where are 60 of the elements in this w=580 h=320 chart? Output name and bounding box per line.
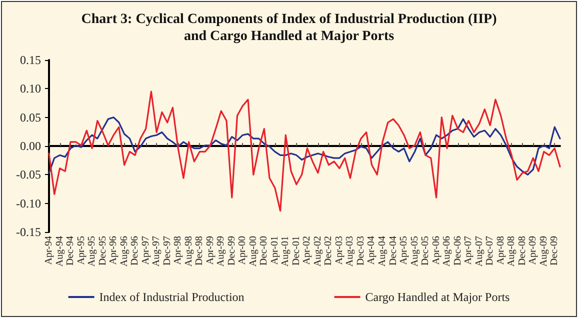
y-tick-label: -0.05 — [16, 168, 41, 182]
x-tick-label: Dec-09 — [549, 236, 560, 266]
x-tick-label: Apr-04 — [366, 236, 378, 265]
x-tick-label: Apr-05 — [398, 236, 410, 265]
y-tick-label: 0.10 — [20, 82, 41, 96]
x-tick-label: Apr-96 — [108, 236, 120, 265]
x-tick-label: Apr-97 — [140, 236, 152, 265]
x-tick-label: Apr-98 — [172, 236, 184, 265]
x-tick-label: Aug-05 — [409, 236, 420, 267]
x-tick-label: Aug-00 — [248, 236, 259, 267]
x-tick-label: Dec-08 — [516, 236, 528, 266]
line-series — [48, 116, 561, 176]
x-tick-label: Apr-94 — [44, 236, 54, 265]
x-tick-label: Dec-99 — [226, 236, 238, 266]
y-tick-label: -0.15 — [16, 225, 41, 239]
x-tick-label: Aug-06 — [442, 236, 453, 267]
x-tick-label: Aug-95 — [86, 236, 98, 267]
y-tick-label: 0.05 — [20, 110, 41, 124]
x-tick-label: Dec-05 — [420, 236, 432, 266]
x-tick-label: Dec-03 — [355, 236, 366, 266]
x-tick-label: Aug-01 — [280, 236, 292, 267]
x-tick-label: Apr-08 — [495, 236, 506, 265]
x-tick-label: Dec-97 — [162, 236, 173, 266]
x-tick-label: Apr-95 — [76, 236, 87, 265]
x-tick-label: Aug-03 — [344, 236, 356, 267]
x-tick-label: Aug-96 — [118, 236, 130, 267]
x-tick-label: Apr-99 — [204, 236, 216, 265]
x-tick-label: Aug-94 — [54, 236, 66, 267]
x-tick-label: Dec-98 — [194, 236, 206, 266]
x-tick-label: Aug-97 — [151, 236, 162, 267]
x-tick-label: Apr-01 — [269, 236, 280, 265]
x-tick-label: Aug-09 — [538, 236, 550, 267]
legend-label: Index of Industrial Production — [99, 290, 244, 304]
legend-label: Cargo Handled at Major Ports — [365, 290, 510, 304]
x-tick-label: Dec-96 — [130, 236, 141, 266]
x-tick-label: Apr-00 — [237, 236, 248, 265]
x-tick-label: Aug-07 — [474, 236, 485, 267]
x-tick-label: Dec-02 — [323, 236, 334, 266]
x-tick-label: Apr-09 — [528, 236, 539, 265]
x-tick-label: Dec-01 — [290, 236, 302, 266]
x-tick-label: Aug-99 — [216, 236, 227, 267]
x-tick-label: Apr-07 — [463, 236, 474, 265]
x-tick-label: Dec-00 — [258, 236, 270, 266]
y-tick-label: 0.00 — [20, 139, 41, 153]
x-tick-label: Aug-98 — [183, 236, 194, 267]
x-tick-label: Apr-02 — [302, 236, 313, 265]
y-tick-label: -0.10 — [16, 196, 41, 210]
x-tick-label: Apr-03 — [334, 236, 345, 265]
x-tick-label: Apr-06 — [430, 236, 442, 265]
x-tick-label: Aug-08 — [506, 236, 518, 267]
chart-title: Chart 3: Cyclical Components of Index of Industrial Production (IIP) and Cargo Handled at Major Ports — [81, 12, 498, 44]
x-tick-label: Dec-94 — [65, 236, 76, 266]
line-series — [48, 90, 561, 212]
x-tick-label: Dec-07 — [484, 236, 496, 266]
x-tick-label: Aug-02 — [312, 236, 324, 267]
y-tick-label: 0.15 — [20, 53, 41, 67]
x-tick-label: Dec-06 — [452, 236, 464, 266]
x-tick-label: Dec-95 — [97, 236, 108, 266]
x-tick-label: Aug-04 — [376, 236, 388, 267]
x-tick-label: Dec-04 — [388, 236, 399, 266]
